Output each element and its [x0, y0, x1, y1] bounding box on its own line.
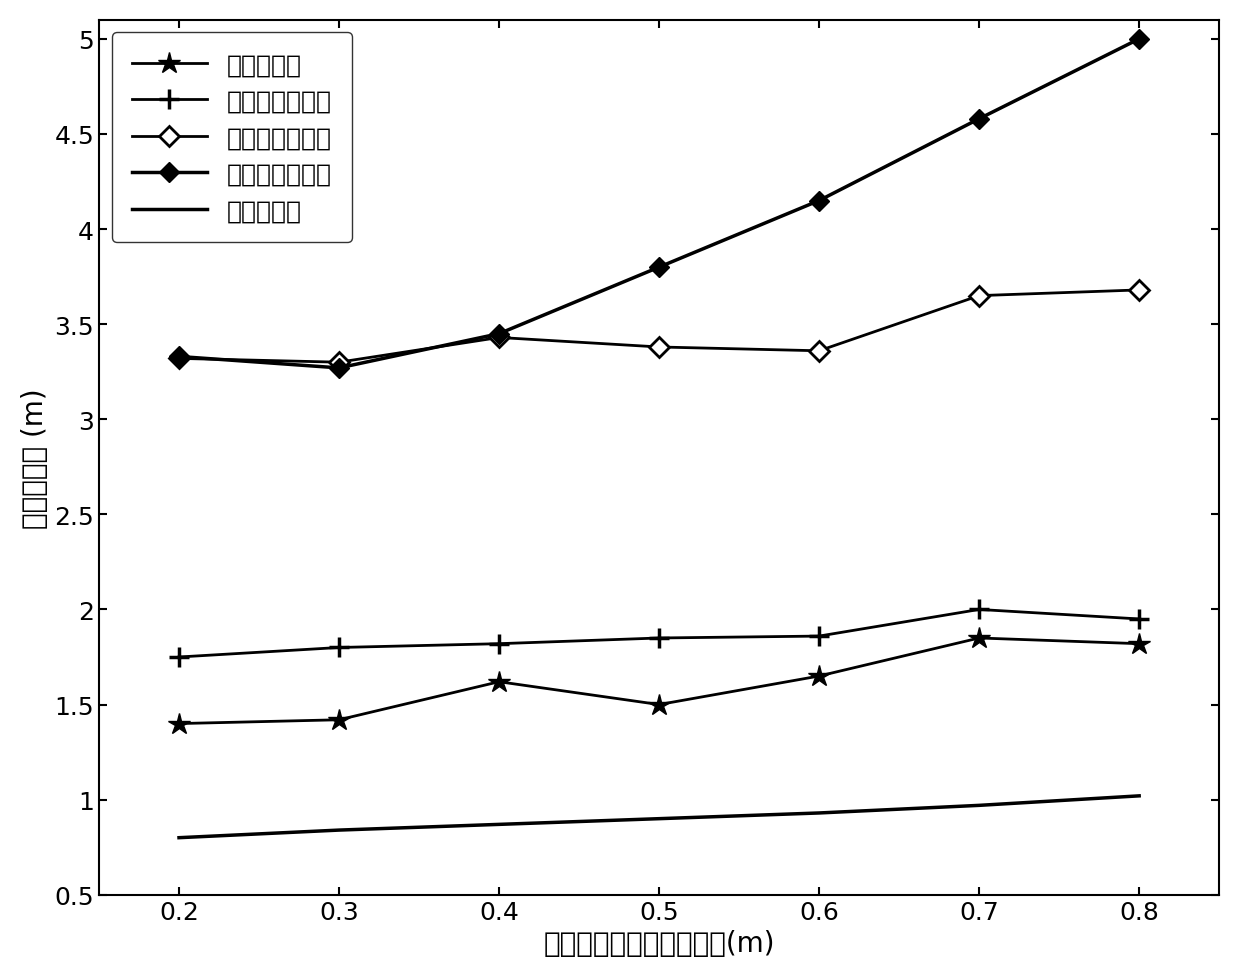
克拉美罗界: [331, 824, 346, 836]
本发明方法: [331, 714, 346, 726]
克拉美罗界: [1132, 790, 1147, 802]
本发明方法: [812, 671, 827, 683]
第三种现有方法: [812, 196, 827, 207]
Line: 第二种现有方法: 第二种现有方法: [172, 284, 1146, 370]
Y-axis label: 均方根误差 (m): 均方根误差 (m): [21, 387, 48, 528]
第三种现有方法: [491, 329, 506, 340]
第二种现有方法: [812, 345, 827, 357]
第三种现有方法: [1132, 34, 1147, 46]
第一种现有方法: [491, 639, 506, 650]
本发明方法: [1132, 639, 1147, 650]
第三种现有方法: [972, 113, 987, 125]
克拉美罗界: [491, 819, 506, 830]
克拉美罗界: [812, 807, 827, 819]
克拉美罗界: [171, 832, 186, 844]
第二种现有方法: [171, 353, 186, 365]
本发明方法: [171, 718, 186, 730]
第一种现有方法: [812, 631, 827, 643]
克拉美罗界: [972, 800, 987, 812]
本发明方法: [972, 633, 987, 645]
第三种现有方法: [171, 351, 186, 363]
第一种现有方法: [331, 642, 346, 653]
Line: 克拉美罗界: 克拉美罗界: [179, 796, 1140, 838]
第三种现有方法: [331, 363, 346, 375]
第一种现有方法: [171, 651, 186, 663]
第一种现有方法: [972, 604, 987, 616]
克拉美罗界: [652, 813, 667, 824]
第二种现有方法: [331, 357, 346, 369]
第二种现有方法: [972, 290, 987, 302]
Legend: 本发明方法, 第一种现有方法, 第二种现有方法, 第三种现有方法, 克拉美罗界: 本发明方法, 第一种现有方法, 第二种现有方法, 第三种现有方法, 克拉美罗界: [112, 33, 351, 244]
Line: 第一种现有方法: 第一种现有方法: [170, 600, 1149, 667]
第二种现有方法: [652, 341, 667, 353]
Line: 第三种现有方法: 第三种现有方法: [172, 33, 1146, 376]
X-axis label: 距离测量値噪声的标准差(m): 距离测量値噪声的标准差(m): [543, 929, 775, 957]
第三种现有方法: [652, 262, 667, 274]
第一种现有方法: [1132, 613, 1147, 625]
Line: 本发明方法: 本发明方法: [167, 627, 1151, 734]
本发明方法: [652, 699, 667, 711]
本发明方法: [491, 676, 506, 688]
第一种现有方法: [652, 633, 667, 645]
第二种现有方法: [1132, 285, 1147, 296]
第二种现有方法: [491, 333, 506, 344]
